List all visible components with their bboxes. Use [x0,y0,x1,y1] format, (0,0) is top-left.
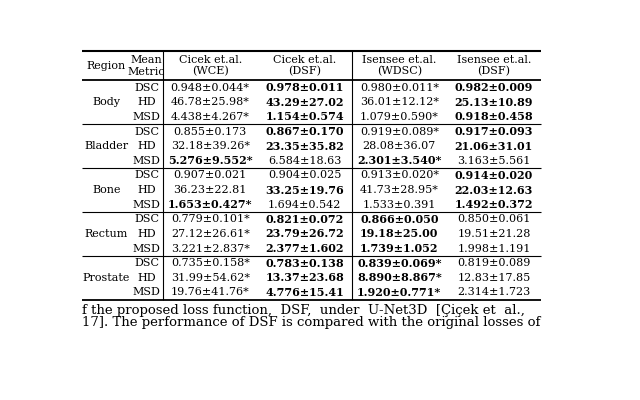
Text: 1.694±0.542: 1.694±0.542 [268,200,341,210]
Text: Cicek et.al.
(WCE): Cicek et.al. (WCE) [179,55,242,77]
Text: 19.51±21.28: 19.51±21.28 [457,229,531,239]
Text: 0.783±0.138: 0.783±0.138 [266,258,344,269]
Text: MSD: MSD [132,200,161,210]
Text: 41.73±28.95*: 41.73±28.95* [360,185,439,195]
Text: 46.78±25.98*: 46.78±25.98* [171,97,250,107]
Text: 0.907±0.021: 0.907±0.021 [173,170,247,180]
Text: HD: HD [138,273,156,283]
Text: MSD: MSD [132,112,161,122]
Text: DSC: DSC [134,214,159,224]
Text: 0.735±0.158*: 0.735±0.158* [171,258,250,268]
Text: 0.914±0.020: 0.914±0.020 [455,170,533,181]
Text: 1.492±0.372: 1.492±0.372 [454,199,533,210]
Text: Isensee et.al.
(DSF): Isensee et.al. (DSF) [457,55,531,77]
Text: 19.76±41.76*: 19.76±41.76* [171,288,250,298]
Text: 0.779±0.101*: 0.779±0.101* [171,214,250,224]
Text: 23.35±35.82: 23.35±35.82 [266,141,344,152]
Text: Mean
Metric: Mean Metric [128,55,166,76]
Text: 1.653±0.427*: 1.653±0.427* [168,199,252,210]
Text: 19.18±25.00: 19.18±25.00 [360,228,438,240]
Text: 0.855±0.173: 0.855±0.173 [173,126,247,136]
Text: 12.83±17.85: 12.83±17.85 [457,273,531,283]
Text: 0.917±0.093: 0.917±0.093 [454,126,533,137]
Text: 2.377±1.602: 2.377±1.602 [266,243,344,254]
Text: 1.998±1.191: 1.998±1.191 [457,244,531,254]
Text: 36.01±12.12*: 36.01±12.12* [360,97,439,107]
Text: 1.533±0.391: 1.533±0.391 [363,200,436,210]
Text: 3.163±5.561: 3.163±5.561 [457,156,531,166]
Text: 21.06±31.01: 21.06±31.01 [455,141,533,152]
Text: 0.904±0.025: 0.904±0.025 [268,170,341,180]
Text: 4.776±15.41: 4.776±15.41 [266,287,344,298]
Text: f the proposed loss function,  DSF,  under  U-Net3D  [Çiçek et  al.,: f the proposed loss function, DSF, under… [83,304,525,317]
Text: 4.438±4.267*: 4.438±4.267* [171,112,250,122]
Text: 0.919±0.089*: 0.919±0.089* [360,126,439,136]
Text: 3.221±2.837*: 3.221±2.837* [171,244,250,254]
Text: 25.13±10.89: 25.13±10.89 [454,97,533,108]
Text: 22.03±12.63: 22.03±12.63 [454,184,533,196]
Text: Isensee et.al.
(WDSC): Isensee et.al. (WDSC) [362,55,436,77]
Text: DSC: DSC [134,170,159,180]
Text: 33.25±19.76: 33.25±19.76 [266,184,344,196]
Text: HD: HD [138,97,156,107]
Text: 1.154±0.574: 1.154±0.574 [266,112,344,122]
Text: 2.314±1.723: 2.314±1.723 [457,288,531,298]
Text: 0.866±0.050: 0.866±0.050 [360,214,438,225]
Text: 1.079±0.590*: 1.079±0.590* [360,112,439,122]
Text: MSD: MSD [132,288,161,298]
Text: 43.29±27.02: 43.29±27.02 [266,97,344,108]
Text: 17]. The performance of DSF is compared with the original losses of: 17]. The performance of DSF is compared … [83,316,541,329]
Text: 36.23±22.81: 36.23±22.81 [173,185,247,195]
Text: 0.821±0.072: 0.821±0.072 [266,214,344,225]
Text: HD: HD [138,185,156,195]
Text: DSC: DSC [134,126,159,136]
Text: HD: HD [138,229,156,239]
Text: 1.920±0.771*: 1.920±0.771* [357,287,442,298]
Text: 0.918±0.458: 0.918±0.458 [454,112,533,122]
Text: 31.99±54.62*: 31.99±54.62* [171,273,250,283]
Text: 0.948±0.044*: 0.948±0.044* [171,83,250,93]
Text: Rectum: Rectum [84,229,128,239]
Text: 28.08±36.07: 28.08±36.07 [363,141,436,151]
Text: Cicek et.al.
(DSF): Cicek et.al. (DSF) [273,55,337,77]
Text: 8.890±8.867*: 8.890±8.867* [357,272,442,283]
Text: 27.12±26.61*: 27.12±26.61* [171,229,250,239]
Text: 5.276±9.552*: 5.276±9.552* [168,155,253,166]
Text: DSC: DSC [134,83,159,93]
Text: 1.739±1.052: 1.739±1.052 [360,243,438,254]
Text: 0.839±0.069*: 0.839±0.069* [357,258,442,269]
Text: MSD: MSD [132,244,161,254]
Text: Bone: Bone [92,185,120,195]
Text: 0.980±0.011*: 0.980±0.011* [360,83,439,93]
Text: MSD: MSD [132,156,161,166]
Text: 0.982±0.009: 0.982±0.009 [454,82,533,93]
Text: 32.18±39.26*: 32.18±39.26* [171,141,250,151]
Text: 2.301±3.540*: 2.301±3.540* [357,155,442,166]
Text: Bladder: Bladder [84,141,129,151]
Text: Body: Body [92,97,120,107]
Text: 0.913±0.020*: 0.913±0.020* [360,170,439,180]
Text: 0.978±0.011: 0.978±0.011 [266,82,344,93]
Text: 23.79±26.72: 23.79±26.72 [266,228,344,240]
Text: Prostate: Prostate [83,273,130,283]
Text: 13.37±23.68: 13.37±23.68 [266,272,344,283]
Text: 0.819±0.089: 0.819±0.089 [457,258,531,268]
Text: 0.867±0.170: 0.867±0.170 [266,126,344,137]
Text: 0.850±0.061: 0.850±0.061 [457,214,531,224]
Text: HD: HD [138,141,156,151]
Text: DSC: DSC [134,258,159,268]
Text: Region: Region [87,61,126,71]
Text: 6.584±18.63: 6.584±18.63 [268,156,341,166]
